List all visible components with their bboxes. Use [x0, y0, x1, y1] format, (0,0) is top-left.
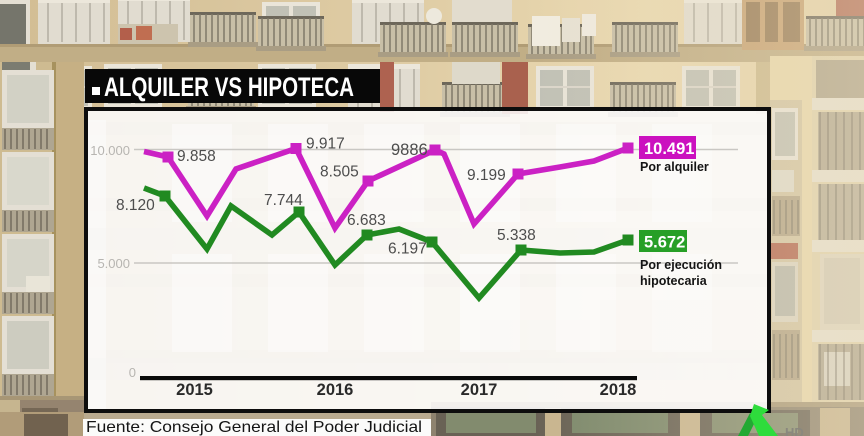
svg-text:2017: 2017 — [461, 381, 498, 399]
svg-text:9.858: 9.858 — [177, 148, 216, 165]
svg-text:ALQUILER VS HIPOTECA: ALQUILER VS HIPOTECA — [104, 72, 354, 102]
svg-text:6.683: 6.683 — [347, 212, 386, 229]
svg-text:Por ejecución: Por ejecución — [640, 258, 722, 272]
svg-text:5.000: 5.000 — [97, 256, 130, 271]
svg-text:10.491: 10.491 — [644, 140, 694, 158]
svg-text:HD: HD — [785, 425, 804, 436]
svg-text:0: 0 — [129, 365, 136, 380]
svg-text:10.000: 10.000 — [90, 143, 130, 158]
svg-text:6.197: 6.197 — [388, 241, 427, 258]
svg-text:5.338: 5.338 — [497, 227, 536, 244]
svg-text:8.120: 8.120 — [116, 197, 155, 214]
svg-text:Por alquiler: Por alquiler — [640, 160, 709, 174]
svg-text:9.917: 9.917 — [306, 136, 345, 153]
svg-text:2015: 2015 — [176, 381, 213, 399]
svg-text:9.199: 9.199 — [467, 167, 506, 184]
svg-text:5.672: 5.672 — [644, 234, 685, 252]
svg-text:9886: 9886 — [391, 141, 428, 159]
svg-text:7.744: 7.744 — [264, 192, 303, 209]
svg-text:Fuente: Consejo General del Po: Fuente: Consejo General del Poder Judici… — [86, 419, 422, 436]
svg-text:8.505: 8.505 — [320, 164, 359, 181]
svg-text:hipotecaria: hipotecaria — [640, 274, 708, 288]
svg-text:2018: 2018 — [600, 381, 637, 399]
svg-text:2016: 2016 — [317, 381, 354, 399]
